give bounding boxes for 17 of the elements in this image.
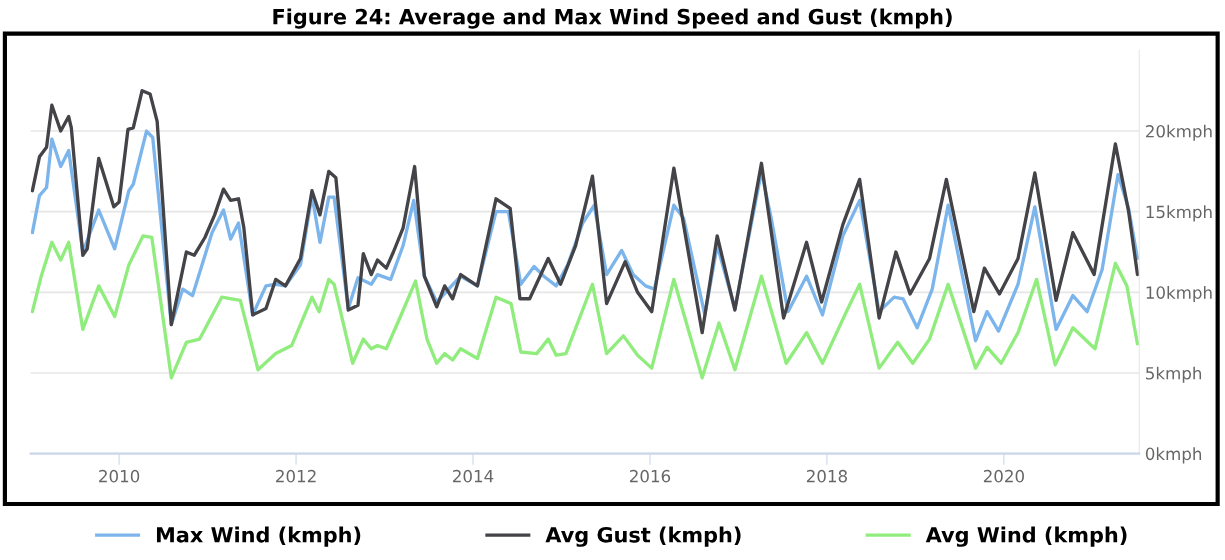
x-tick-label: 2014 [453, 469, 494, 483]
y-tick-label: 10kmph [1146, 285, 1212, 303]
y-tick-label: 5kmph [1146, 366, 1202, 383]
line-series [30, 234, 1140, 380]
x-tick-label: 2012 [276, 469, 316, 483]
legend-label: Avg Gust (kmph) [545, 526, 741, 547]
y-tick-label: 20kmph [1146, 124, 1212, 141]
y-tick-label: 15kmph [1146, 205, 1212, 222]
x-tick-label: 2010 [99, 469, 140, 483]
x-tick-label: 2018 [806, 469, 847, 483]
chart-title: Figure 24: Average and Max Wind Speed and Gust (kmph) [273, 8, 952, 29]
x-tick-label: 2020 [983, 469, 1024, 483]
legend-label: Max Wind (kmph) [156, 526, 361, 547]
x-tick-label: 2016 [629, 469, 671, 483]
legend-label: Avg Wind (kmph) [925, 526, 1127, 547]
y-tick-label: 0kmph [1145, 447, 1202, 464]
line-series [30, 89, 1140, 335]
